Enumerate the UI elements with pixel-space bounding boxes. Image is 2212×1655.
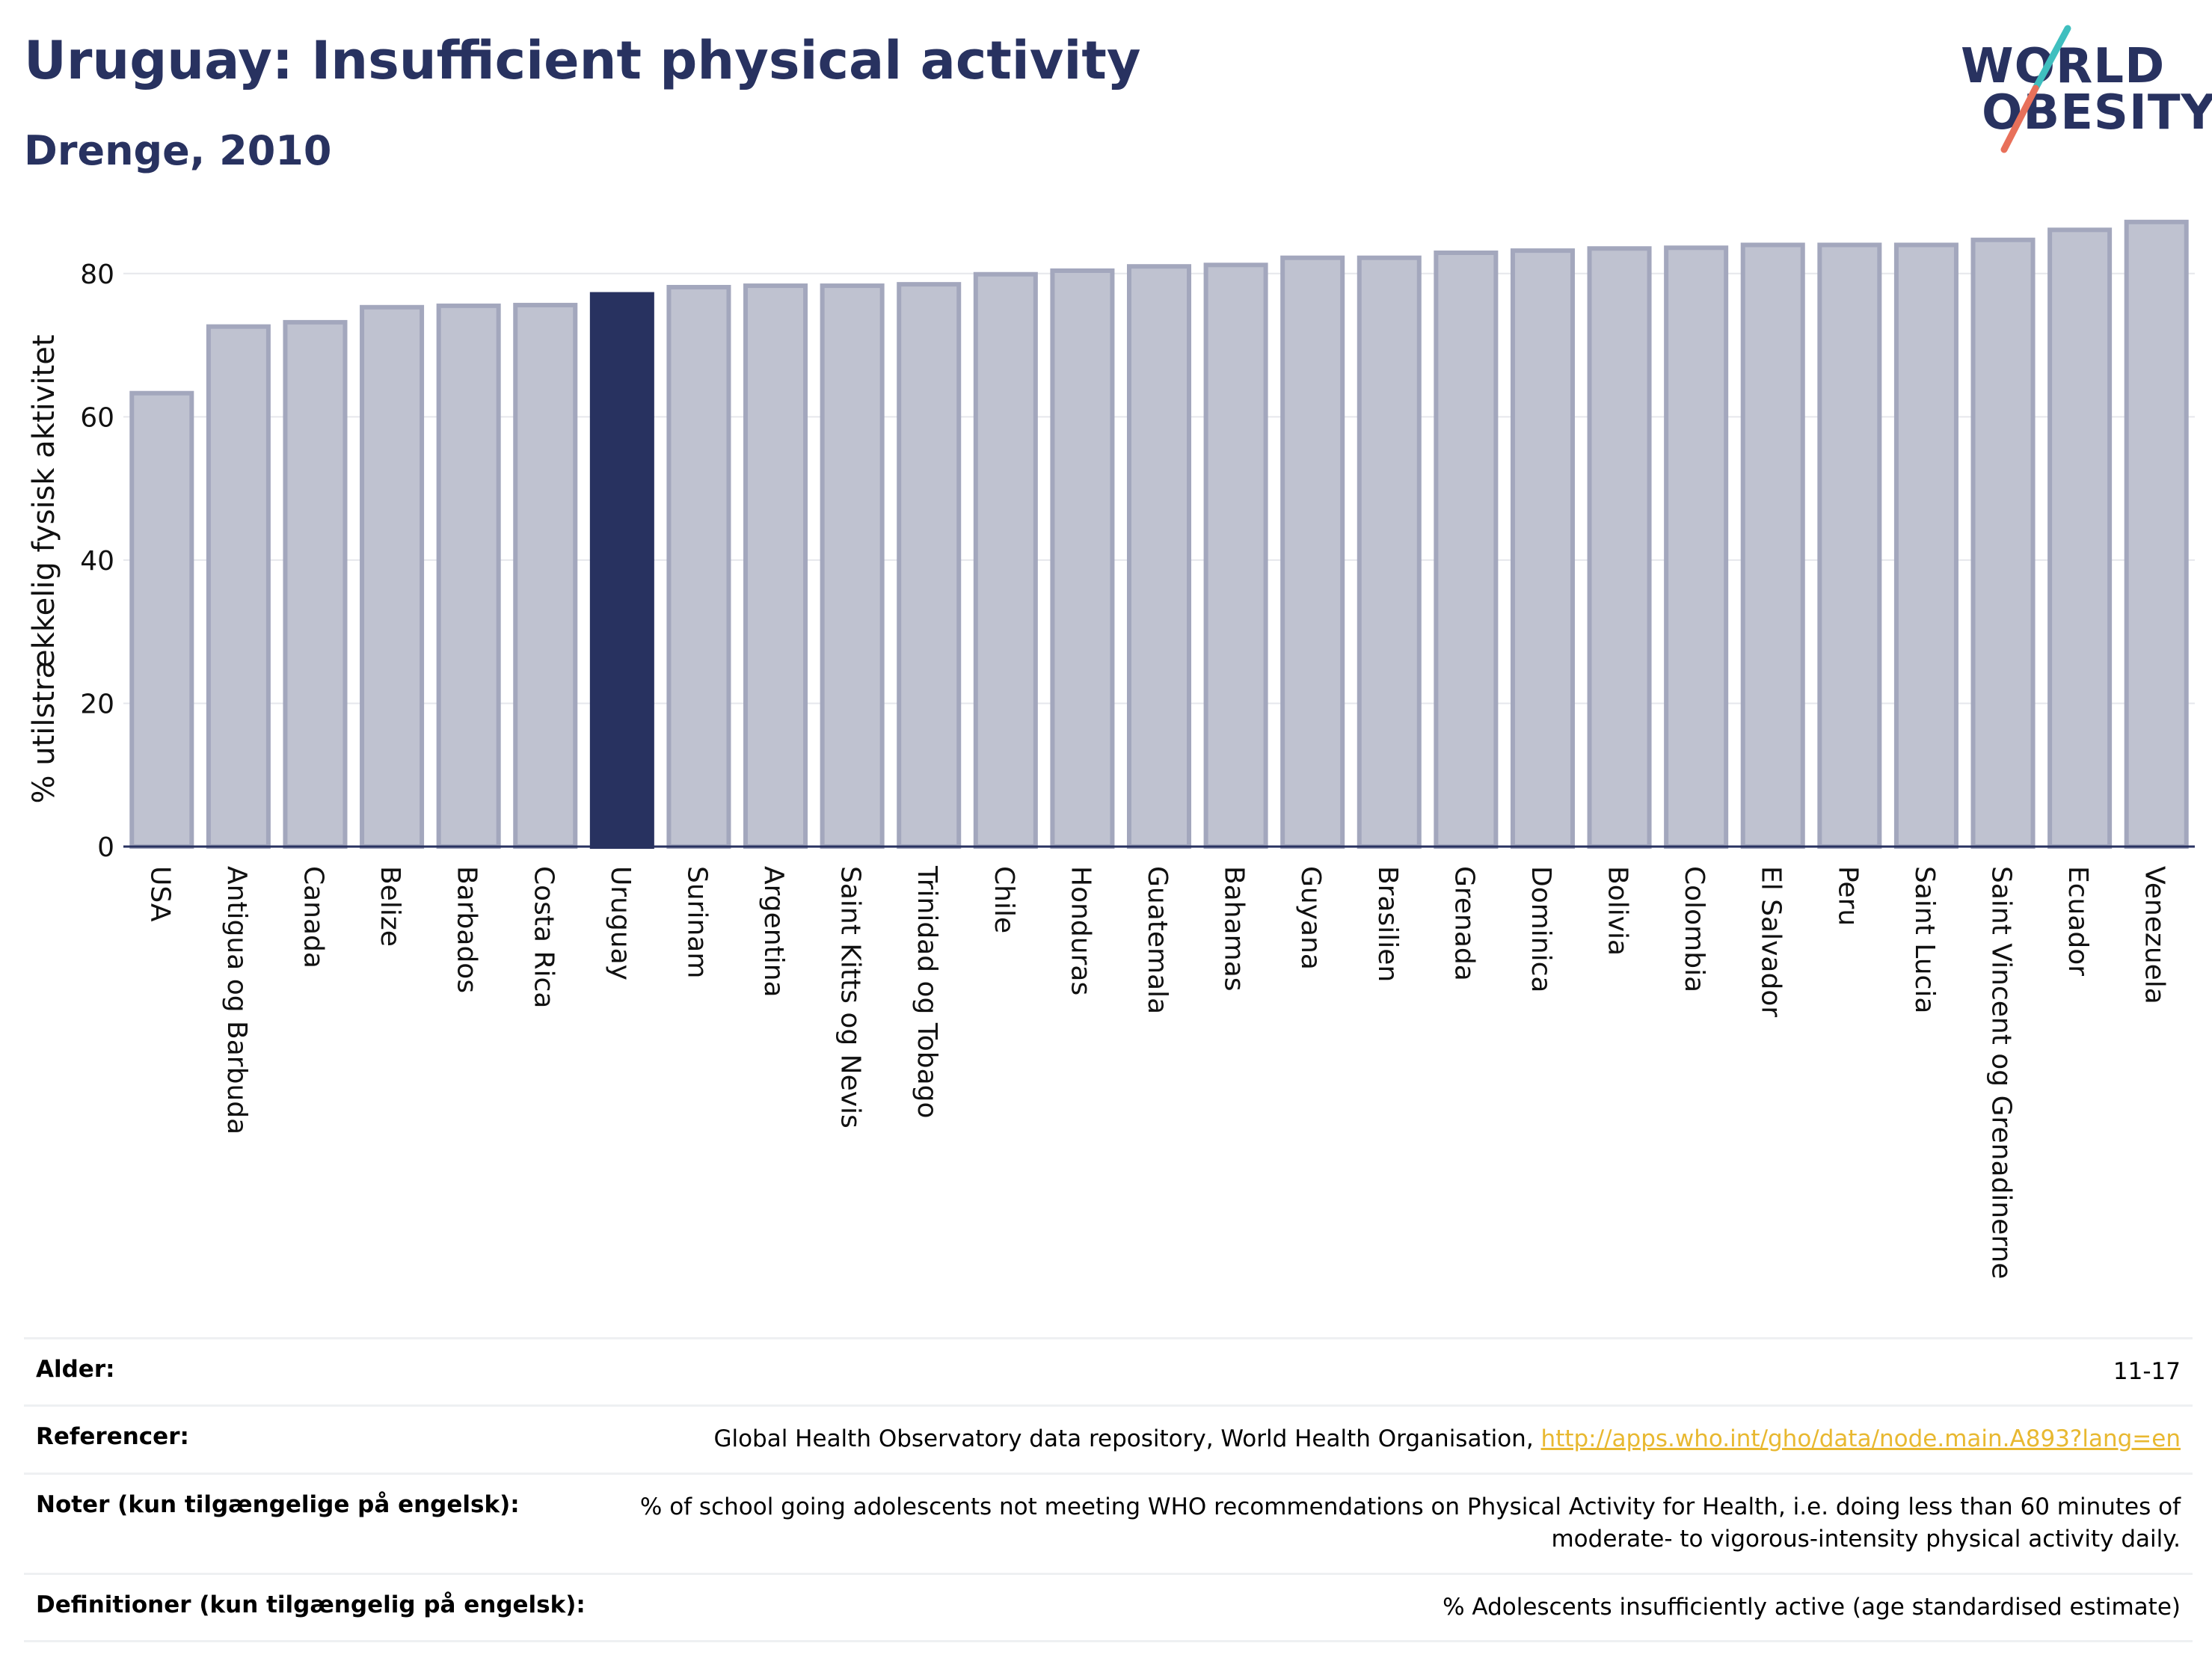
x-tick-label: Brasilien: [1372, 866, 1403, 982]
chart-bars: [129, 219, 2189, 850]
bar-costa-rica: [513, 302, 578, 850]
bar-colombia: [1664, 245, 1729, 849]
page-title: Uruguay: Insufficient physical activity: [24, 30, 1141, 91]
y-axis-ticks: 0 20 40 60 80: [80, 260, 114, 863]
x-tick-label: Ecuador: [2062, 866, 2093, 976]
definitions-value: % Adolescents insufficiently active (age…: [1443, 1593, 2181, 1621]
bar-saint-vincent-og-grenadinerne: [1970, 237, 2036, 849]
bar-bolivia: [1587, 246, 1652, 849]
bar-honduras: [1050, 268, 1115, 849]
bar-trinidad-og-tobago: [897, 282, 962, 849]
bar-brasilien: [1357, 255, 1422, 849]
x-tick-label: Trinidad og Tobago: [912, 865, 942, 1119]
bar-saint-lucia: [1893, 242, 1958, 849]
bar-usa: [129, 390, 194, 849]
page-subtitle: Drenge, 2010: [24, 127, 332, 174]
bar-peru: [1817, 242, 1882, 849]
y-tick-label: 80: [80, 260, 114, 290]
x-tick-label: Colombia: [1679, 866, 1709, 992]
x-tick-label: Saint Vincent og Grenadinerne: [1986, 866, 2017, 1279]
x-tick-label: Barbados: [452, 866, 482, 993]
notes-label: Noter (kun tilgængelige på engelsk):: [36, 1490, 520, 1518]
info-row-age: Alder: 11-17: [24, 1337, 2193, 1404]
x-tick-label: Grenada: [1448, 866, 1479, 981]
definitions-label: Definitioner (kun tilgængelig på engelsk…: [36, 1591, 586, 1618]
world-obesity-logo: WORLD OBESITY: [1952, 22, 2212, 157]
x-tick-label: Saint Lucia: [1909, 866, 1940, 1013]
bar-saint-kitts-og-nevis: [820, 283, 885, 849]
bar-guatemala: [1126, 264, 1192, 849]
x-tick-label: Argentina: [758, 866, 789, 998]
x-tick-label: Antigua og Barbuda: [221, 866, 252, 1134]
references-value: Global Health Observatory data repositor…: [713, 1423, 2181, 1455]
bar-ecuador: [2047, 227, 2113, 849]
age-label: Alder:: [36, 1356, 115, 1383]
bar-barbados: [436, 303, 501, 849]
bar-canada: [283, 319, 348, 849]
bar-surinam: [666, 284, 731, 849]
info-row-notes: Noter (kun tilgængelige på engelsk): % o…: [24, 1472, 2193, 1573]
bar-guyana: [1280, 255, 1345, 849]
x-tick-label: Dominica: [1526, 866, 1556, 993]
references-link[interactable]: http://apps.who.int/gho/data/node.main.A…: [1540, 1425, 2181, 1453]
bar-chile: [973, 271, 1038, 850]
logo-text-world: WORLD: [1961, 39, 2166, 94]
bar-grenada: [1434, 251, 1499, 850]
logo-slash-icon: [2000, 25, 2071, 153]
notes-value: % of school going adolescents not meetin…: [639, 1493, 2181, 1553]
y-tick-label: 40: [80, 546, 114, 577]
bar-bahamas: [1203, 262, 1268, 850]
references-label: Referencer:: [36, 1423, 189, 1451]
references-text: Global Health Observatory data repositor…: [713, 1425, 1541, 1453]
info-row-definitions: Definitioner (kun tilgængelig på engelsk…: [24, 1572, 2193, 1642]
info-table: Alder: 11-17 Referencer: Global Health O…: [24, 1337, 2193, 1642]
x-tick-label: USA: [144, 866, 175, 922]
x-tick-label: Canada: [298, 866, 328, 968]
x-tick-label: Costa Rica: [528, 866, 559, 1008]
bar-argentina: [743, 283, 808, 849]
bar-el-salvador: [1740, 242, 1805, 849]
x-tick-label: Bahamas: [1219, 866, 1250, 992]
bar-belize: [360, 304, 425, 849]
x-tick-label: Bolivia: [1603, 866, 1633, 956]
x-tick-label: Guatemala: [1142, 866, 1173, 1014]
info-row-references: Referencer: Global Health Observatory da…: [24, 1404, 2193, 1472]
x-tick-label: Peru: [1832, 866, 1863, 926]
x-tick-label: Guyana: [1295, 866, 1326, 970]
x-tick-label: Chile: [989, 866, 1019, 933]
x-axis-ticks: USA Antigua og Barbuda Canada Belize Barbado…: [144, 865, 2169, 1279]
age-value: 11-17: [2113, 1358, 2181, 1385]
y-tick-label: 20: [80, 689, 114, 719]
bar-antigua-og-barbuda: [206, 324, 271, 849]
bar-chart: 0 20 40 60 80 USA Antigua og Barbuda Canada Bel…: [27, 219, 2195, 1279]
x-tick-label: Venezuela: [2139, 866, 2170, 1004]
bar-dominica: [1510, 248, 1575, 849]
x-tick-label: El Salvador: [1756, 866, 1787, 1017]
x-tick-label: Honduras: [1065, 866, 1096, 995]
x-tick-label: Belize: [375, 866, 405, 947]
bar-uruguay: [589, 292, 654, 849]
bar-venezuela: [2124, 219, 2189, 850]
x-tick-label: Uruguay: [605, 866, 636, 980]
x-tick-label: Surinam: [681, 866, 712, 978]
y-tick-label: 60: [80, 402, 114, 433]
y-tick-label: 0: [97, 832, 114, 863]
x-tick-label: Saint Kitts og Nevis: [835, 866, 866, 1129]
y-axis-label: % utilstrækkelig fysisk aktivitet: [27, 334, 61, 803]
